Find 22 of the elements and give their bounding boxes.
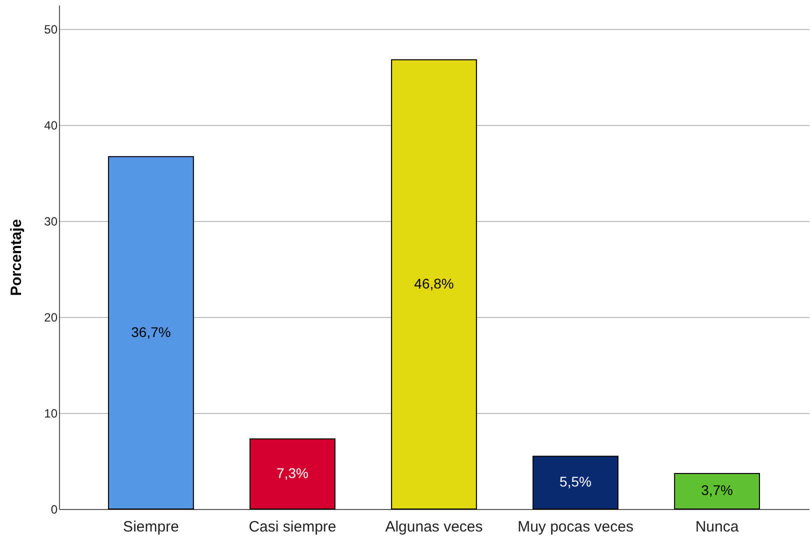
y-tick-label: 0 bbox=[50, 502, 58, 516]
bar bbox=[674, 472, 760, 510]
data-label: 36,7% bbox=[131, 324, 171, 340]
data-label: 46,8% bbox=[414, 275, 454, 292]
y-tick-label: 30 bbox=[44, 214, 58, 228]
bar bbox=[108, 156, 194, 510]
x-tick-label: Muy pocas veces bbox=[518, 518, 634, 536]
y-tick-label: 50 bbox=[44, 22, 58, 36]
x-tick-label: Nunca bbox=[695, 518, 740, 536]
data-label: 7,3% bbox=[276, 464, 308, 481]
y-tick-label: 20 bbox=[44, 310, 58, 324]
bar bbox=[532, 456, 618, 510]
data-label: 3,7% bbox=[701, 482, 733, 498]
y-tick-label: 10 bbox=[44, 406, 58, 420]
bar bbox=[391, 59, 477, 510]
x-tick-label: Siempre bbox=[123, 518, 179, 536]
data-label: 5,5% bbox=[560, 474, 592, 490]
y-tick-label: 40 bbox=[44, 118, 58, 132]
x-tick-label: Casi siempre bbox=[248, 518, 336, 536]
y-axis-title: Porcentaje bbox=[8, 219, 26, 296]
x-tick-label: Algunas veces bbox=[385, 518, 483, 536]
bar bbox=[250, 438, 336, 510]
